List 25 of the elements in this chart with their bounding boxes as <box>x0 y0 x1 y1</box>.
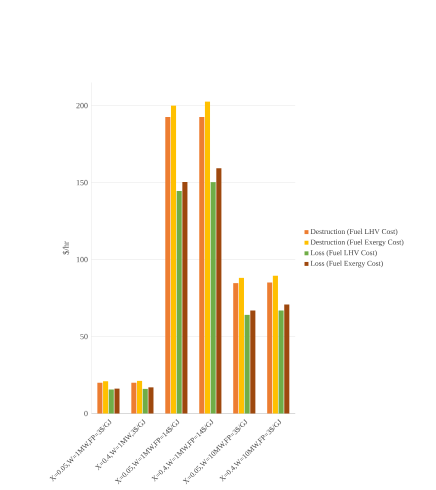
bar <box>272 276 278 414</box>
bar <box>278 310 284 414</box>
y-axis-title: $/hr <box>62 241 70 254</box>
bar <box>216 168 222 414</box>
bar <box>250 310 256 414</box>
bar <box>136 380 142 414</box>
bar <box>131 382 136 414</box>
bar <box>148 387 154 414</box>
bar <box>244 314 250 414</box>
bar <box>233 283 238 414</box>
bar <box>102 381 108 414</box>
bar <box>97 382 102 414</box>
bar <box>284 304 290 414</box>
bar <box>165 116 170 414</box>
bar <box>176 191 182 414</box>
bar <box>170 106 176 414</box>
bar <box>238 278 244 414</box>
bar <box>182 182 188 414</box>
bar <box>266 282 272 414</box>
bar <box>108 390 114 414</box>
bar <box>204 102 210 414</box>
bar <box>199 116 204 414</box>
bar <box>142 388 148 414</box>
bar <box>210 182 216 414</box>
bar <box>114 388 120 414</box>
